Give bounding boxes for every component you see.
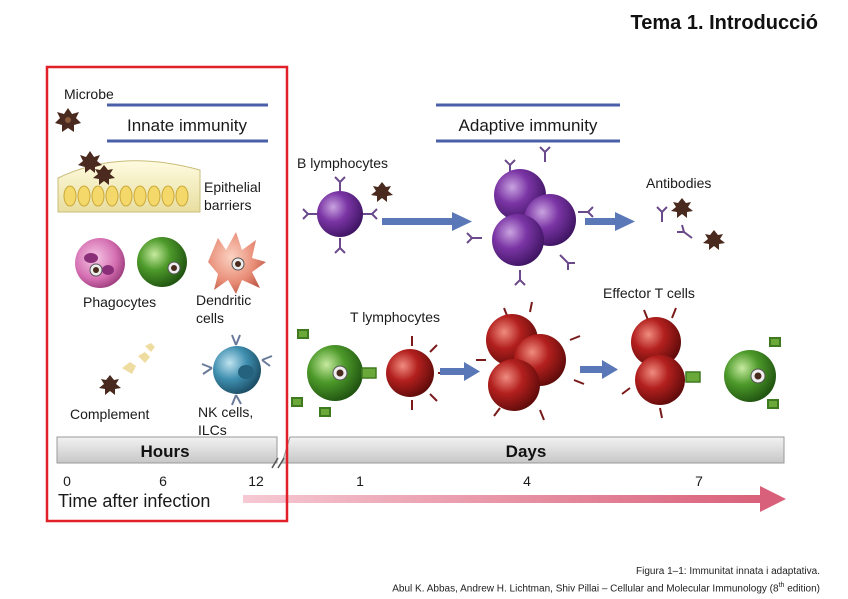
dendritic-cell-icon [208, 232, 266, 294]
microbe-label: Microbe [64, 86, 114, 102]
t-cell-cluster-icon [476, 301, 585, 421]
hours-label: Hours [140, 442, 189, 461]
innate-header: Innate immunity [107, 103, 268, 143]
effector-t-cells-icon [621, 307, 701, 419]
t-lymphocytes-label: T lymphocytes [350, 309, 440, 325]
dendritic-label-line2: cells [196, 310, 224, 326]
epithelial-label-line1: Epithelial [204, 179, 261, 195]
arrow-cluster-to-effector [580, 360, 618, 379]
tick-label-0: 0 [63, 473, 71, 489]
complement-label: Complement [70, 406, 149, 422]
caption-line-1: Figura 1–1: Immunitat innata i adaptativ… [636, 566, 820, 577]
naive-t-cell-icon [386, 336, 448, 410]
slide-title: Tema 1. Introducció [630, 12, 818, 34]
nk-label-line2: ILCs [198, 422, 227, 438]
arrow-cluster-to-antibodies [585, 212, 635, 231]
days-label: Days [506, 442, 547, 461]
days-band: Days [281, 436, 785, 464]
nk-label-line1: NK cells, [198, 404, 253, 420]
tick-label-day-4: 4 [523, 473, 531, 489]
b-cell-cluster-icon [466, 146, 594, 286]
dendritic-label-line1: Dendritic [196, 292, 251, 308]
microbe-icon [55, 108, 81, 132]
epithelial-barrier-icon [57, 151, 201, 213]
phagocyte-neutrophil-icon [75, 238, 125, 288]
epithelial-label-line2: barriers [204, 197, 251, 213]
caption-superscript: th [778, 582, 785, 589]
time-axis-label: Time after infection [58, 491, 210, 511]
arrow-t-to-cluster [440, 362, 480, 381]
antigen-presenting-cell-right-icon [724, 337, 781, 409]
hours-band: Hours [56, 436, 278, 464]
tick-label-12: 12 [248, 473, 264, 489]
nk-cell-icon [201, 334, 273, 406]
phagocytes-label: Phagocytes [83, 294, 156, 310]
adaptive-header-label: Adaptive immunity [459, 116, 598, 135]
phagocyte-macrophage-icon [137, 237, 187, 287]
antibodies-icon [656, 198, 725, 250]
axis-break [271, 457, 285, 469]
b-lymphocytes-label: B lymphocytes [297, 155, 388, 171]
complement-icon [99, 343, 155, 395]
tick-label-day-1: 1 [356, 473, 364, 489]
effector-t-label: Effector T cells [603, 285, 695, 301]
antigen-presenting-cell-left-icon [291, 329, 377, 417]
figure-caption: Figura 1–1: Immunitat innata i adaptativ… [392, 565, 820, 596]
caption-line-2: Abul K. Abbas, Andrew H. Lichtman, Shiv … [392, 579, 820, 596]
caption-citation: Abul K. Abbas, Andrew H. Lichtman, Shiv … [392, 583, 779, 595]
adaptive-header: Adaptive immunity [436, 103, 620, 143]
caption-citation-end: edition) [784, 583, 820, 595]
tick-label-6: 6 [159, 473, 167, 489]
tick-label-day-7: 7 [695, 473, 703, 489]
antibodies-label: Antibodies [646, 175, 711, 191]
b-cell-icon [302, 176, 393, 254]
innate-highlight-box [45, 65, 289, 523]
time-arrow [243, 486, 786, 512]
arrow-b-to-cluster [382, 212, 472, 231]
innate-header-label: Innate immunity [127, 116, 247, 135]
